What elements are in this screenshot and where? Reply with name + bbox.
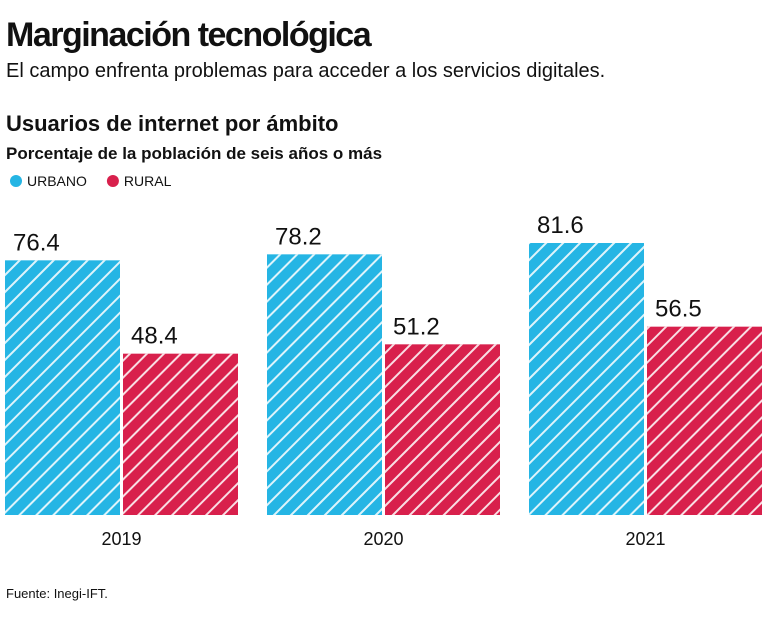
source: Fuente: Inegi-IFT. [6, 586, 108, 601]
value-label: 56.5 [655, 296, 702, 323]
value-label: 48.4 [131, 323, 178, 350]
value-label: 76.4 [13, 229, 60, 256]
chart-subtitle: Porcentaje de la población de seis años … [6, 144, 382, 163]
x-tick-label: 2020 [363, 529, 403, 549]
value-label: 81.6 [537, 212, 584, 239]
x-tick-label: 2019 [101, 529, 141, 549]
legend-marker [10, 175, 22, 187]
x-tick-label: 2021 [625, 529, 665, 549]
bar-hatch [385, 344, 500, 515]
legend-label: URBANO [27, 173, 87, 189]
legend-label: RURAL [124, 173, 172, 189]
bar-hatch [5, 260, 120, 515]
legend-marker [106, 175, 119, 187]
subtitle: El campo enfrenta problemas para acceder… [6, 60, 605, 82]
bar-hatch [647, 326, 762, 515]
bar-hatch [267, 254, 382, 516]
value-label: 51.2 [393, 313, 440, 340]
value-label: 78.2 [275, 223, 322, 250]
bar-hatch [529, 243, 644, 515]
bar-hatch [123, 353, 238, 515]
chart-title: Usuarios de internet por ámbito [6, 111, 339, 136]
title: Marginación tecnológica [6, 16, 373, 54]
